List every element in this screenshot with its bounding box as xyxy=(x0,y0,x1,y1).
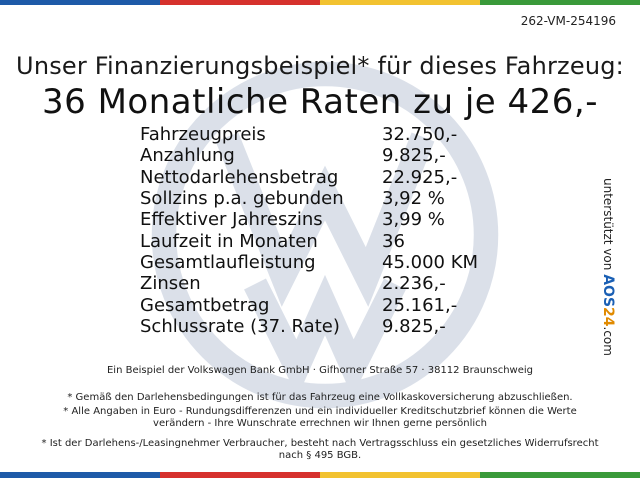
row-value: 9.825,- xyxy=(382,315,446,337)
row-value: 3,99 % xyxy=(382,209,445,231)
financing-details-table: Fahrzeugpreis 32.750,- Anzahlung 9.825,- N… xyxy=(140,124,500,337)
row-label: Zinsen xyxy=(140,273,201,295)
aos24-logo-part-a: AOS xyxy=(600,274,616,308)
table-row: Gesamtbetrag 25.161,- xyxy=(140,294,500,316)
footnote-insurance: * Gemäß den Darlehensbedingungen ist für… xyxy=(67,392,573,403)
table-row: Effektiver Jahreszins 3,99 % xyxy=(140,209,500,230)
color-stripe-segment xyxy=(0,0,160,5)
table-row: Laufzeit in Monaten 36 xyxy=(140,230,500,252)
footnote-withdrawal: * Ist der Darlehens-/Leasingnehmer Verbr… xyxy=(41,438,599,461)
table-row: Sollzins p.a. gebunden 3,92 % xyxy=(140,188,500,209)
table-row: Fahrzeugpreis 32.750,- xyxy=(140,124,500,145)
row-label: Effektiver Jahreszins xyxy=(140,209,323,231)
row-label: Gesamtlaufleistung xyxy=(140,251,316,273)
row-value: 45.000 KM xyxy=(382,251,479,273)
bank-info-line: Ein Beispiel der Volkswagen Bank GmbH · … xyxy=(106,365,533,376)
row-value: 22.925,- xyxy=(382,166,458,188)
row-label: Nettodarlehensbetrag xyxy=(140,166,339,188)
row-label: Schlussrate (37. Rate) xyxy=(140,315,340,337)
aos24-logo: AOS24 xyxy=(600,274,616,326)
row-label: Sollzins p.a. gebunden xyxy=(140,188,344,210)
row-value: 2.236,- xyxy=(382,273,446,295)
table-row: Zinsen 2.236,- xyxy=(140,273,500,294)
row-value: 36 xyxy=(382,230,405,252)
color-stripe-segment xyxy=(320,0,480,5)
row-value: 32.750,- xyxy=(382,124,458,146)
row-label: Gesamtbetrag xyxy=(140,294,270,316)
monthly-rate-headline: 36 Monatliche Raten zu je 426,- xyxy=(42,82,598,122)
table-row: Anzahlung 9.825,- xyxy=(140,145,500,166)
top-color-stripe xyxy=(0,0,640,5)
color-stripe-segment xyxy=(0,472,160,478)
row-label: Laufzeit in Monaten xyxy=(140,230,318,252)
footnote-amounts: * Alle Angaben in Euro - Rundungsdiffere… xyxy=(63,406,577,429)
color-stripe-segment xyxy=(160,0,320,5)
color-stripe-segment xyxy=(480,472,640,478)
color-stripe-segment xyxy=(320,472,480,478)
vehicle-reference-number: 262-VM-254196 xyxy=(520,14,616,28)
aos24-logo-part-b: 24 xyxy=(600,307,616,327)
row-label: Fahrzeugpreis xyxy=(140,124,266,146)
row-label: Anzahlung xyxy=(140,145,235,167)
supported-by-label: unterstützt von xyxy=(601,178,615,271)
row-value: 9.825,- xyxy=(382,145,446,167)
row-value: 25.161,- xyxy=(382,294,458,316)
aos24-domain-suffix: .com xyxy=(601,326,615,356)
vw-logo-icon xyxy=(151,61,499,409)
row-value: 3,92 % xyxy=(382,188,445,210)
color-stripe-segment xyxy=(480,0,640,5)
color-stripe-segment xyxy=(160,472,320,478)
supported-by-credit: unterstützt von AOS24.com xyxy=(600,178,616,356)
table-row: Nettodarlehensbetrag 22.925,- xyxy=(140,167,500,188)
table-row: Schlussrate (37. Rate) 9.825,- xyxy=(140,316,500,337)
financing-headline: Unser Finanzierungsbeispiel* für dieses … xyxy=(16,52,624,80)
table-row: Gesamtlaufleistung 45.000 KM xyxy=(140,252,500,273)
bottom-color-stripe xyxy=(0,472,640,478)
